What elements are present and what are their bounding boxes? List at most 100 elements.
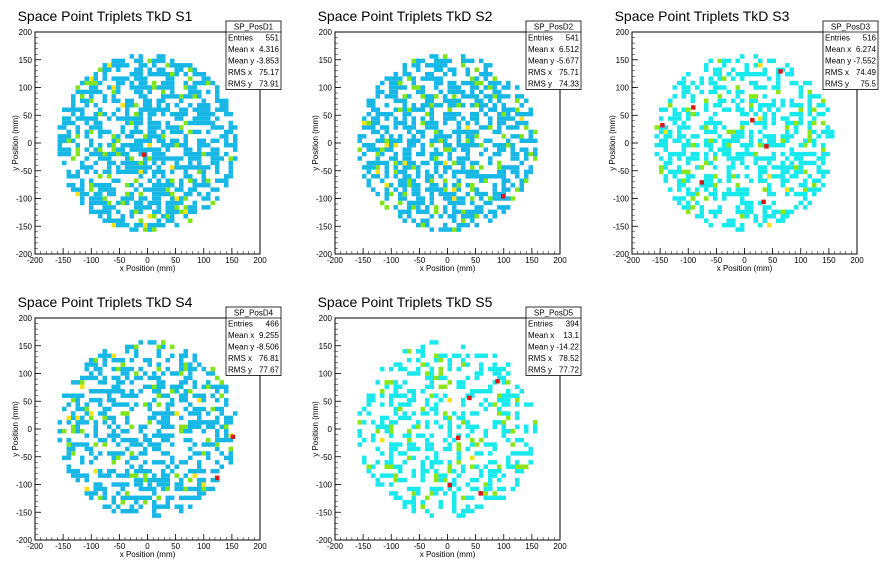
bin [483, 389, 488, 394]
bin [704, 103, 709, 108]
bin [80, 375, 85, 381]
bin [371, 103, 376, 108]
bin [125, 495, 130, 501]
bin [474, 451, 479, 456]
bin [389, 491, 394, 496]
bin [479, 151, 484, 157]
bin [120, 129, 125, 135]
bin [75, 125, 80, 130]
bin [704, 143, 709, 148]
bin [528, 446, 533, 452]
bin [116, 58, 121, 64]
bin [389, 94, 394, 99]
bin [402, 218, 407, 223]
bins-layer [57, 54, 238, 232]
y-tick-label: 200 [319, 314, 333, 323]
bin [165, 366, 170, 372]
bin [201, 116, 206, 121]
bin [497, 371, 502, 376]
bin [434, 209, 439, 215]
bin [179, 357, 184, 363]
bin [807, 129, 812, 135]
bin [362, 437, 367, 443]
bin [510, 147, 515, 152]
bin [501, 209, 506, 215]
bin [429, 174, 434, 179]
bin [201, 442, 206, 447]
bin [188, 495, 193, 501]
bin [80, 200, 85, 206]
bin [375, 460, 380, 465]
bin [497, 89, 502, 95]
bin [138, 58, 143, 64]
bin [420, 353, 425, 358]
bin [183, 147, 188, 152]
bin [420, 94, 425, 99]
bin [699, 125, 704, 130]
bin [816, 165, 821, 170]
bin [152, 156, 157, 161]
bin [147, 205, 152, 210]
bin [785, 187, 790, 192]
stats-value: 73.91 [259, 80, 280, 89]
bin [215, 151, 220, 157]
bin [93, 482, 98, 487]
bin [690, 134, 695, 139]
bin [465, 420, 470, 425]
bin [447, 420, 452, 425]
bin [767, 143, 772, 148]
bin [434, 393, 439, 398]
stats-value: 4.316 [259, 45, 280, 54]
bin [357, 420, 362, 425]
bin [210, 393, 215, 398]
bin [165, 143, 170, 148]
bin [758, 63, 763, 68]
bin [129, 424, 134, 429]
bin [107, 389, 112, 394]
bin [161, 460, 166, 465]
bin [425, 397, 430, 403]
bin [416, 196, 421, 201]
bin [107, 182, 112, 188]
bin [506, 397, 511, 403]
bin [183, 85, 188, 90]
bin [425, 437, 430, 443]
bin [690, 156, 695, 161]
bin [443, 446, 448, 452]
bin [663, 178, 668, 183]
panel-1: Space Point Triplets TkD S1-200 -150 -100-… [11, 8, 282, 273]
stats-label: RMS x [228, 68, 252, 77]
bin [704, 107, 709, 112]
bin [224, 455, 229, 461]
bin [443, 205, 448, 210]
bin [71, 120, 76, 126]
bin [183, 486, 188, 492]
bin [192, 89, 197, 95]
bin [524, 111, 529, 117]
bin [461, 103, 466, 108]
bin [488, 63, 493, 68]
bin [80, 442, 85, 447]
bin [443, 191, 448, 197]
bin [497, 120, 502, 126]
bin [129, 116, 134, 121]
bin [434, 357, 439, 363]
bin [434, 134, 439, 139]
y-tick-label: 200 [19, 314, 33, 323]
bin [125, 98, 130, 104]
bin [111, 205, 116, 210]
bin [165, 120, 170, 126]
stats-label: Mean y [228, 57, 254, 66]
bin [411, 58, 416, 64]
bin [420, 196, 425, 201]
bin [179, 98, 184, 104]
bin [371, 437, 376, 443]
bin [156, 147, 161, 152]
bin [71, 415, 76, 421]
stats-value: 76.81 [259, 354, 280, 363]
bin [161, 451, 166, 456]
bin [510, 182, 515, 188]
bin [156, 420, 161, 425]
bin [62, 116, 67, 121]
bin [210, 477, 215, 483]
